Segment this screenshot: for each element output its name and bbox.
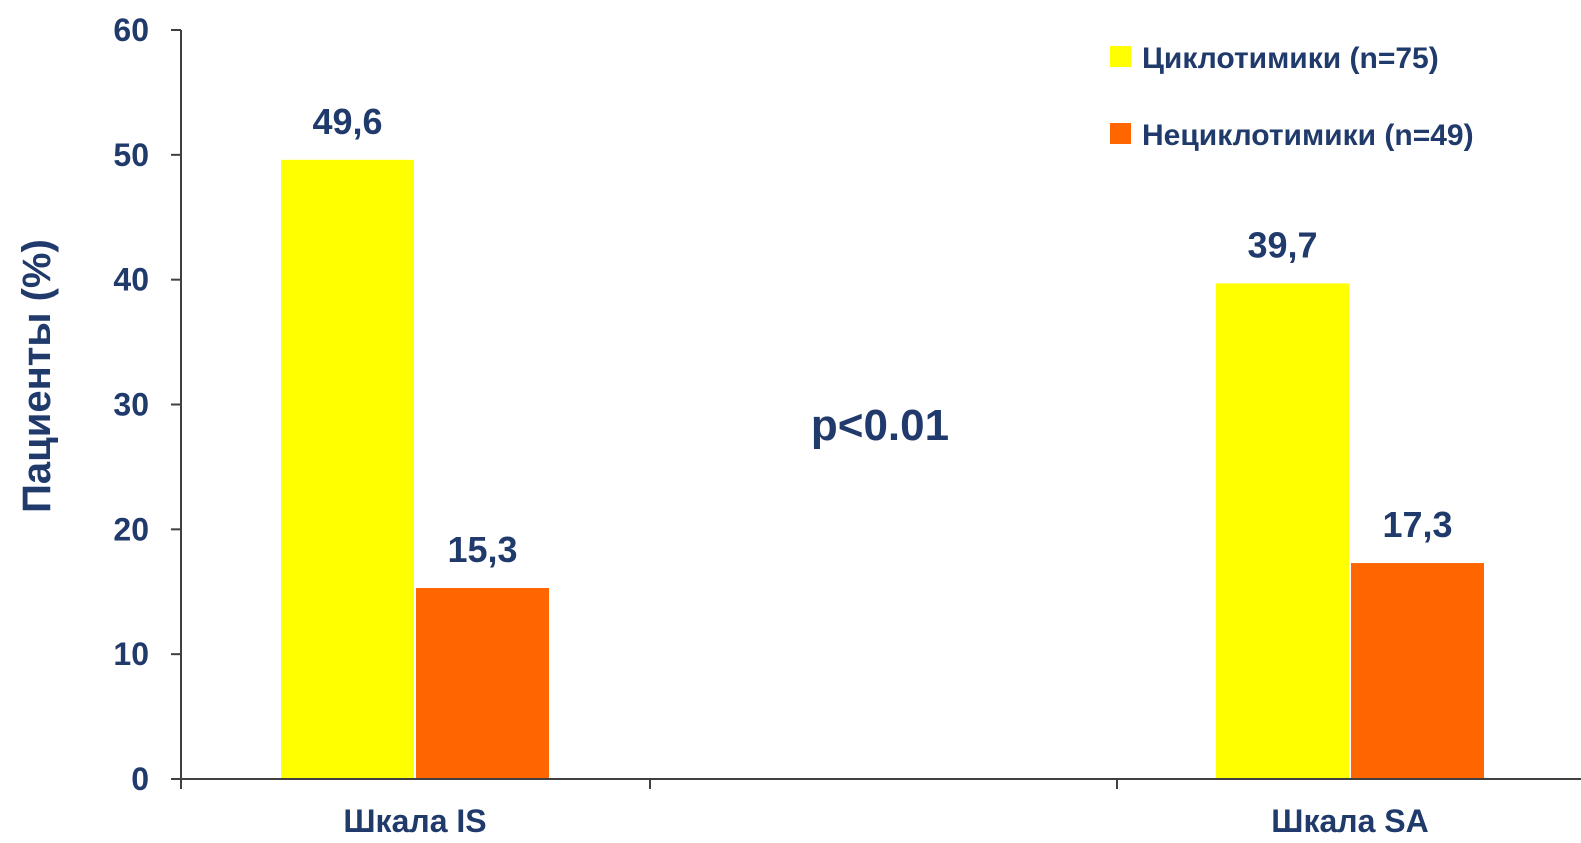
y-tick-label: 20: [113, 511, 149, 547]
legend-label-series-1: Циклотимики (n=75): [1142, 42, 1439, 75]
data-labels: 49,6 15,3 39,7 17,3: [312, 101, 1452, 570]
data-label: 39,7: [1247, 224, 1317, 265]
legend: Циклотимики (n=75) Нециклотимики (n=49): [1110, 42, 1474, 152]
bar-1-series-2: [416, 588, 549, 779]
bar-1-series-1: [281, 159, 414, 779]
data-label: 49,6: [312, 101, 382, 142]
p-value-annotation: p<0.01: [811, 401, 949, 450]
category-label: Шкала IS: [343, 803, 486, 839]
legend-swatch-series-1: [1110, 46, 1131, 67]
legend-swatch-series-2: [1110, 123, 1131, 144]
data-label: 15,3: [447, 529, 517, 570]
legend-label-series-2: Нециклотимики (n=49): [1142, 119, 1474, 152]
y-tick-label: 0: [131, 761, 149, 797]
y-axis-ticks: 0 10 20 30 40 50 60: [113, 12, 181, 797]
category-label: Шкала SA: [1271, 803, 1428, 839]
bar-2-series-2: [1351, 563, 1484, 779]
y-axis-label: Пациенты (%): [15, 239, 59, 513]
y-tick-label: 40: [113, 262, 149, 298]
y-tick-label: 30: [113, 387, 149, 423]
y-tick-label: 50: [113, 137, 149, 173]
bar-2-series-1: [1216, 283, 1349, 779]
y-tick-label: 10: [113, 636, 149, 672]
bars: [281, 159, 1484, 779]
category-labels: Шкала IS Шкала SA: [343, 803, 1428, 839]
y-tick-label: 60: [113, 12, 149, 48]
data-label: 17,3: [1382, 504, 1452, 545]
